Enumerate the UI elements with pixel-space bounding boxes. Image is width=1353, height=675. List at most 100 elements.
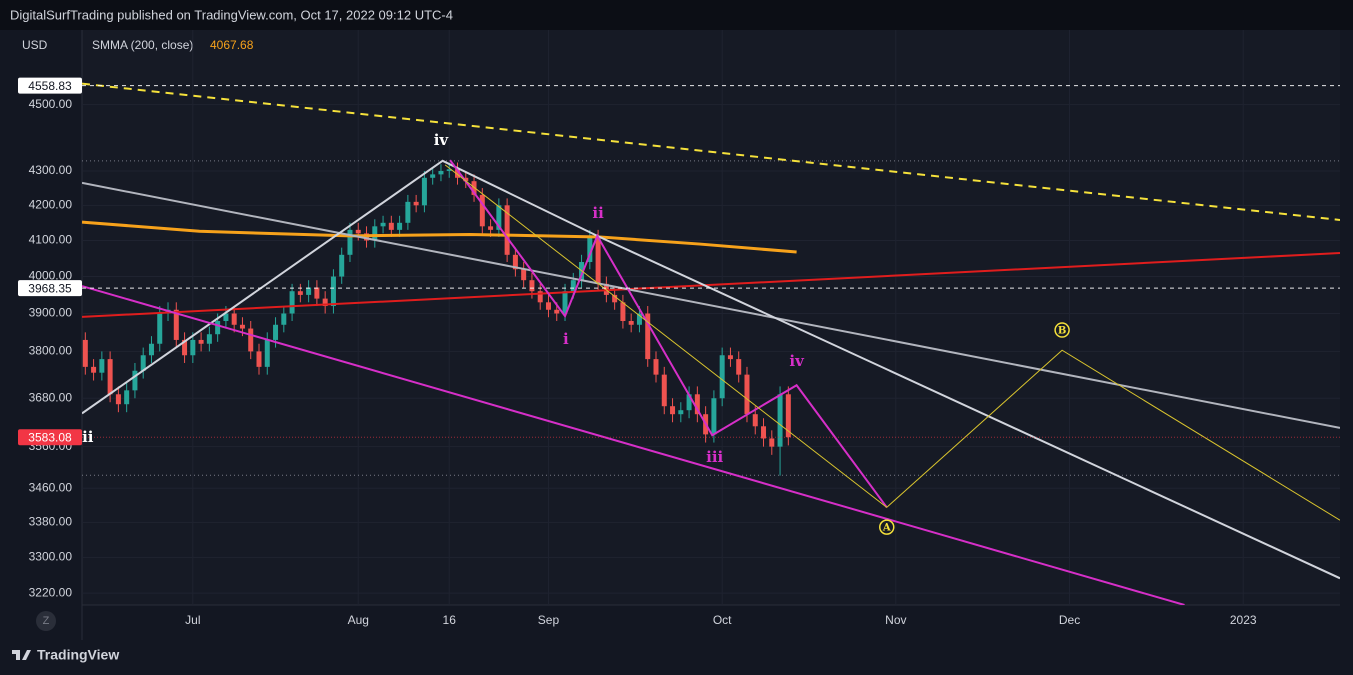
y-tick-label: 4200.00 [29, 197, 73, 211]
candle-body [496, 205, 502, 230]
header-bar [0, 0, 1353, 30]
candle-body [132, 370, 138, 391]
candle-body [289, 291, 295, 314]
wave-label: i [563, 330, 569, 348]
candle-body [628, 321, 634, 325]
y-tick-label: 3900.00 [29, 306, 73, 320]
candle-body [761, 426, 767, 439]
candle-body [587, 236, 593, 263]
x-tick-label: Jul [185, 613, 200, 627]
zoom-button[interactable] [36, 611, 56, 631]
candle-body [206, 334, 212, 344]
wave-circle [1054, 322, 1070, 338]
candle-body [694, 394, 700, 415]
candle-body [190, 339, 196, 356]
candle-body [430, 174, 436, 178]
wave-label: ii [82, 428, 94, 446]
candle-body [529, 280, 535, 292]
candle-body [99, 359, 105, 373]
smma-line [82, 220, 797, 254]
candle-body [339, 254, 345, 277]
candle-body [347, 229, 353, 255]
candle-body [562, 291, 568, 314]
candle-body [678, 410, 684, 415]
y-tick-label: 4000.00 [29, 269, 73, 283]
zoom-label[interactable]: Z [43, 615, 50, 627]
candle-body [115, 394, 121, 405]
candle-body [661, 374, 667, 407]
price-tag [18, 280, 82, 297]
trendline [82, 181, 1340, 429]
candle-body [148, 343, 154, 356]
candle-body [785, 394, 791, 438]
axes: 3220.003300.003380.003460.003560.003680.… [18, 77, 1257, 627]
candle-body [545, 302, 551, 310]
candle-body [239, 324, 245, 329]
candle-body [454, 169, 460, 178]
wave-label: iv [789, 352, 805, 370]
plot [82, 82, 1340, 605]
y-tick-label: 3300.00 [29, 550, 73, 564]
x-tick-label: Sep [538, 613, 560, 627]
candle-body [595, 236, 601, 284]
candle-body [752, 414, 758, 427]
x-tick-label: 16 [443, 613, 457, 627]
x-tick-label: Oct [713, 613, 732, 627]
candle-body [107, 359, 113, 395]
candle-body [471, 181, 477, 195]
candle-body [686, 394, 692, 411]
y-tick-label: 3680.00 [29, 390, 73, 404]
candle-body [727, 355, 733, 360]
candle-body [405, 201, 411, 223]
price-tag [18, 429, 82, 446]
currency: USD [22, 38, 48, 52]
candle-body [223, 313, 229, 322]
wave-circle [879, 519, 895, 535]
candle-body [636, 313, 642, 325]
candle-body [372, 226, 378, 241]
wave-label: A [882, 523, 891, 534]
candle-body [769, 438, 775, 447]
wave-label: iv [434, 131, 450, 149]
candle-body [645, 313, 651, 360]
candle-body [612, 294, 618, 303]
candle-body [388, 222, 394, 230]
candle-body [446, 169, 452, 171]
y-tick-label: 3220.00 [29, 585, 73, 599]
candle-body [273, 324, 279, 340]
candle-body [182, 339, 188, 356]
plot-area [82, 30, 1340, 605]
candle-body [198, 339, 204, 344]
candle-body [413, 201, 419, 206]
candle-body [264, 339, 270, 367]
y-tick-label: 3460.00 [29, 480, 73, 494]
candle-body [297, 291, 303, 295]
candle-body [670, 406, 676, 415]
price-tag-label: 3583.08 [28, 430, 72, 444]
candle-body [355, 229, 361, 234]
candle-body [82, 339, 88, 367]
y-tick-label: 3380.00 [29, 515, 73, 529]
candle-body [653, 359, 659, 375]
candle-body [537, 291, 543, 303]
candle-body [314, 287, 320, 299]
trendline [82, 82, 1340, 221]
candle-body [281, 313, 287, 325]
y-tick-label: 4500.00 [29, 97, 73, 111]
logo-mark [12, 650, 31, 660]
x-tick-label: Dec [1059, 613, 1080, 627]
trendline [444, 164, 1340, 521]
candle-body [380, 222, 386, 227]
candle-body [173, 309, 179, 340]
candle-body [488, 226, 494, 230]
x-tick-label: 2023 [1230, 613, 1257, 627]
y-tick-label: 4300.00 [29, 163, 73, 177]
candle-body [322, 298, 328, 307]
candle-body [248, 328, 254, 352]
price-tag [18, 77, 82, 94]
candle-body [711, 398, 717, 435]
trendline [449, 159, 888, 508]
candle-body [157, 313, 163, 344]
candle-body [570, 280, 576, 292]
